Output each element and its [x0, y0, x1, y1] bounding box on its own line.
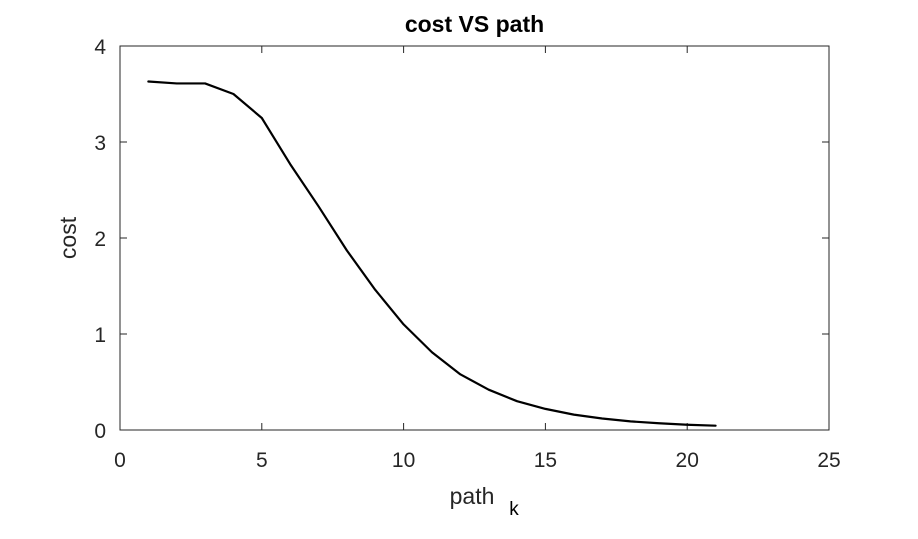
chart-title: cost VS path	[405, 11, 544, 37]
y-tick-label: 3	[94, 132, 106, 155]
x-tick-label: 5	[256, 449, 268, 472]
y-tick-label: 1	[94, 324, 106, 347]
x-axis-label: path	[450, 483, 495, 509]
x-tick-label: 0	[114, 449, 126, 472]
x-tick-label: 10	[392, 449, 415, 472]
x-tick-label: 15	[534, 449, 557, 472]
y-tick-label: 0	[94, 420, 106, 443]
y-axis-label: cost	[55, 216, 81, 259]
series-line	[147, 80, 717, 427]
tick-labels: 0 5 10 15 20 25 0 1 2 3 4	[94, 36, 840, 472]
y-tick-label: 4	[94, 36, 106, 59]
axes-box	[119, 45, 830, 431]
x-axis-label-subscript: k	[509, 499, 519, 520]
series-group	[147, 80, 717, 427]
x-tick-label: 20	[676, 449, 699, 472]
plot-area	[120, 46, 829, 430]
y-tick-label: 2	[94, 228, 106, 251]
x-tick-label: 25	[817, 449, 840, 472]
